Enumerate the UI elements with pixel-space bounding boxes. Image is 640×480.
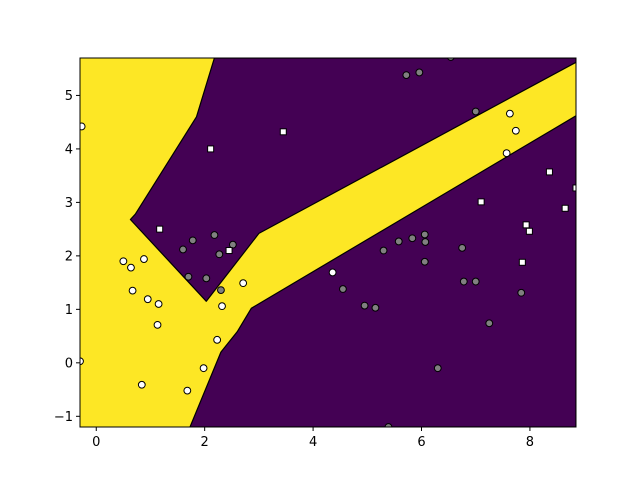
decision-regions: [129, 58, 576, 427]
scatter-point-square: [156, 225, 164, 233]
scatter-point: [218, 302, 226, 311]
x-tick-label: 0: [92, 435, 100, 450]
scatter-point: [179, 245, 187, 254]
y-tick-label: 4: [65, 142, 73, 157]
plot-area: [80, 58, 576, 427]
scatter-point: [408, 234, 417, 243]
x-tick-label: 8: [526, 435, 534, 450]
scatter-point: [154, 300, 163, 308]
scatter-point: [379, 246, 388, 255]
scatter-point: [127, 263, 135, 272]
scatter-point-square: [525, 227, 533, 235]
scatter-point-square: [477, 198, 485, 206]
scatter-point-square: [561, 204, 569, 212]
scatter-point-square: [225, 247, 233, 255]
scatter-point: [183, 386, 192, 395]
decision-region-class-b-upper: [129, 58, 576, 302]
scatter-point-square: [572, 184, 576, 192]
scatter-point: [199, 364, 208, 373]
scatter-point: [217, 286, 225, 294]
scatter-points: [80, 58, 576, 427]
scatter-point: [80, 122, 86, 131]
scatter-point: [143, 295, 152, 304]
scatter-point: [119, 257, 128, 266]
scatter-point-square: [545, 168, 553, 176]
decision-region-class-b-lower: [189, 115, 576, 427]
scatter-point-square: [207, 145, 215, 153]
scatter-point: [471, 107, 480, 116]
scatter-point: [517, 288, 526, 297]
scatter-point: [394, 237, 403, 246]
x-tick-label: 4: [309, 435, 317, 450]
scatter-point: [511, 126, 520, 135]
scatter-point: [433, 364, 442, 373]
scatter-point: [415, 68, 424, 77]
scatter-point: [210, 231, 219, 239]
scatter-point: [140, 255, 148, 263]
y-tick-label: 1: [65, 303, 73, 318]
y-tick-label: 0: [65, 356, 73, 371]
scatter-point: [505, 109, 514, 118]
scatter-point: [402, 71, 411, 80]
scatter-point-square: [522, 221, 530, 229]
scatter-point: [420, 257, 429, 266]
scatter-point: [188, 236, 197, 245]
scatter-point-square: [279, 128, 287, 136]
scatter-point: [239, 279, 248, 288]
y-tick-label: 3: [65, 196, 73, 211]
scatter-point: [184, 272, 193, 281]
scatter-point-square: [518, 258, 526, 266]
y-tick-label: −1: [54, 410, 73, 425]
scatter-point: [202, 274, 211, 283]
scatter-point: [458, 243, 467, 252]
scatter-point: [371, 303, 380, 312]
scatter-point: [228, 240, 237, 249]
scatter-point: [384, 423, 393, 427]
scatter-point: [421, 238, 430, 246]
scatter-point: [80, 357, 84, 366]
scatter-point: [420, 230, 429, 239]
scatter-point: [215, 250, 224, 259]
y-tick-label: 2: [65, 249, 73, 264]
scatter-point: [339, 285, 347, 293]
y-axis: −1 0 1 2 3 4 5: [54, 89, 80, 425]
scatter-point: [328, 268, 337, 277]
scatter-point: [213, 335, 222, 344]
x-tick-label: 2: [201, 435, 209, 450]
scatter-point: [459, 277, 468, 286]
x-axis: 0 2 4 6 8: [92, 427, 534, 450]
plot-frame: [79, 57, 577, 428]
x-tick-label: 6: [417, 435, 425, 450]
scatter-point: [502, 149, 511, 158]
scatter-point: [447, 58, 455, 61]
scatter-point: [153, 320, 162, 329]
scatter-point: [485, 319, 494, 328]
scatter-point: [360, 301, 369, 310]
y-tick-label: 5: [65, 89, 73, 104]
scatter-point: [137, 380, 146, 389]
scatter-point: [128, 286, 137, 295]
scatter-point: [471, 277, 480, 286]
